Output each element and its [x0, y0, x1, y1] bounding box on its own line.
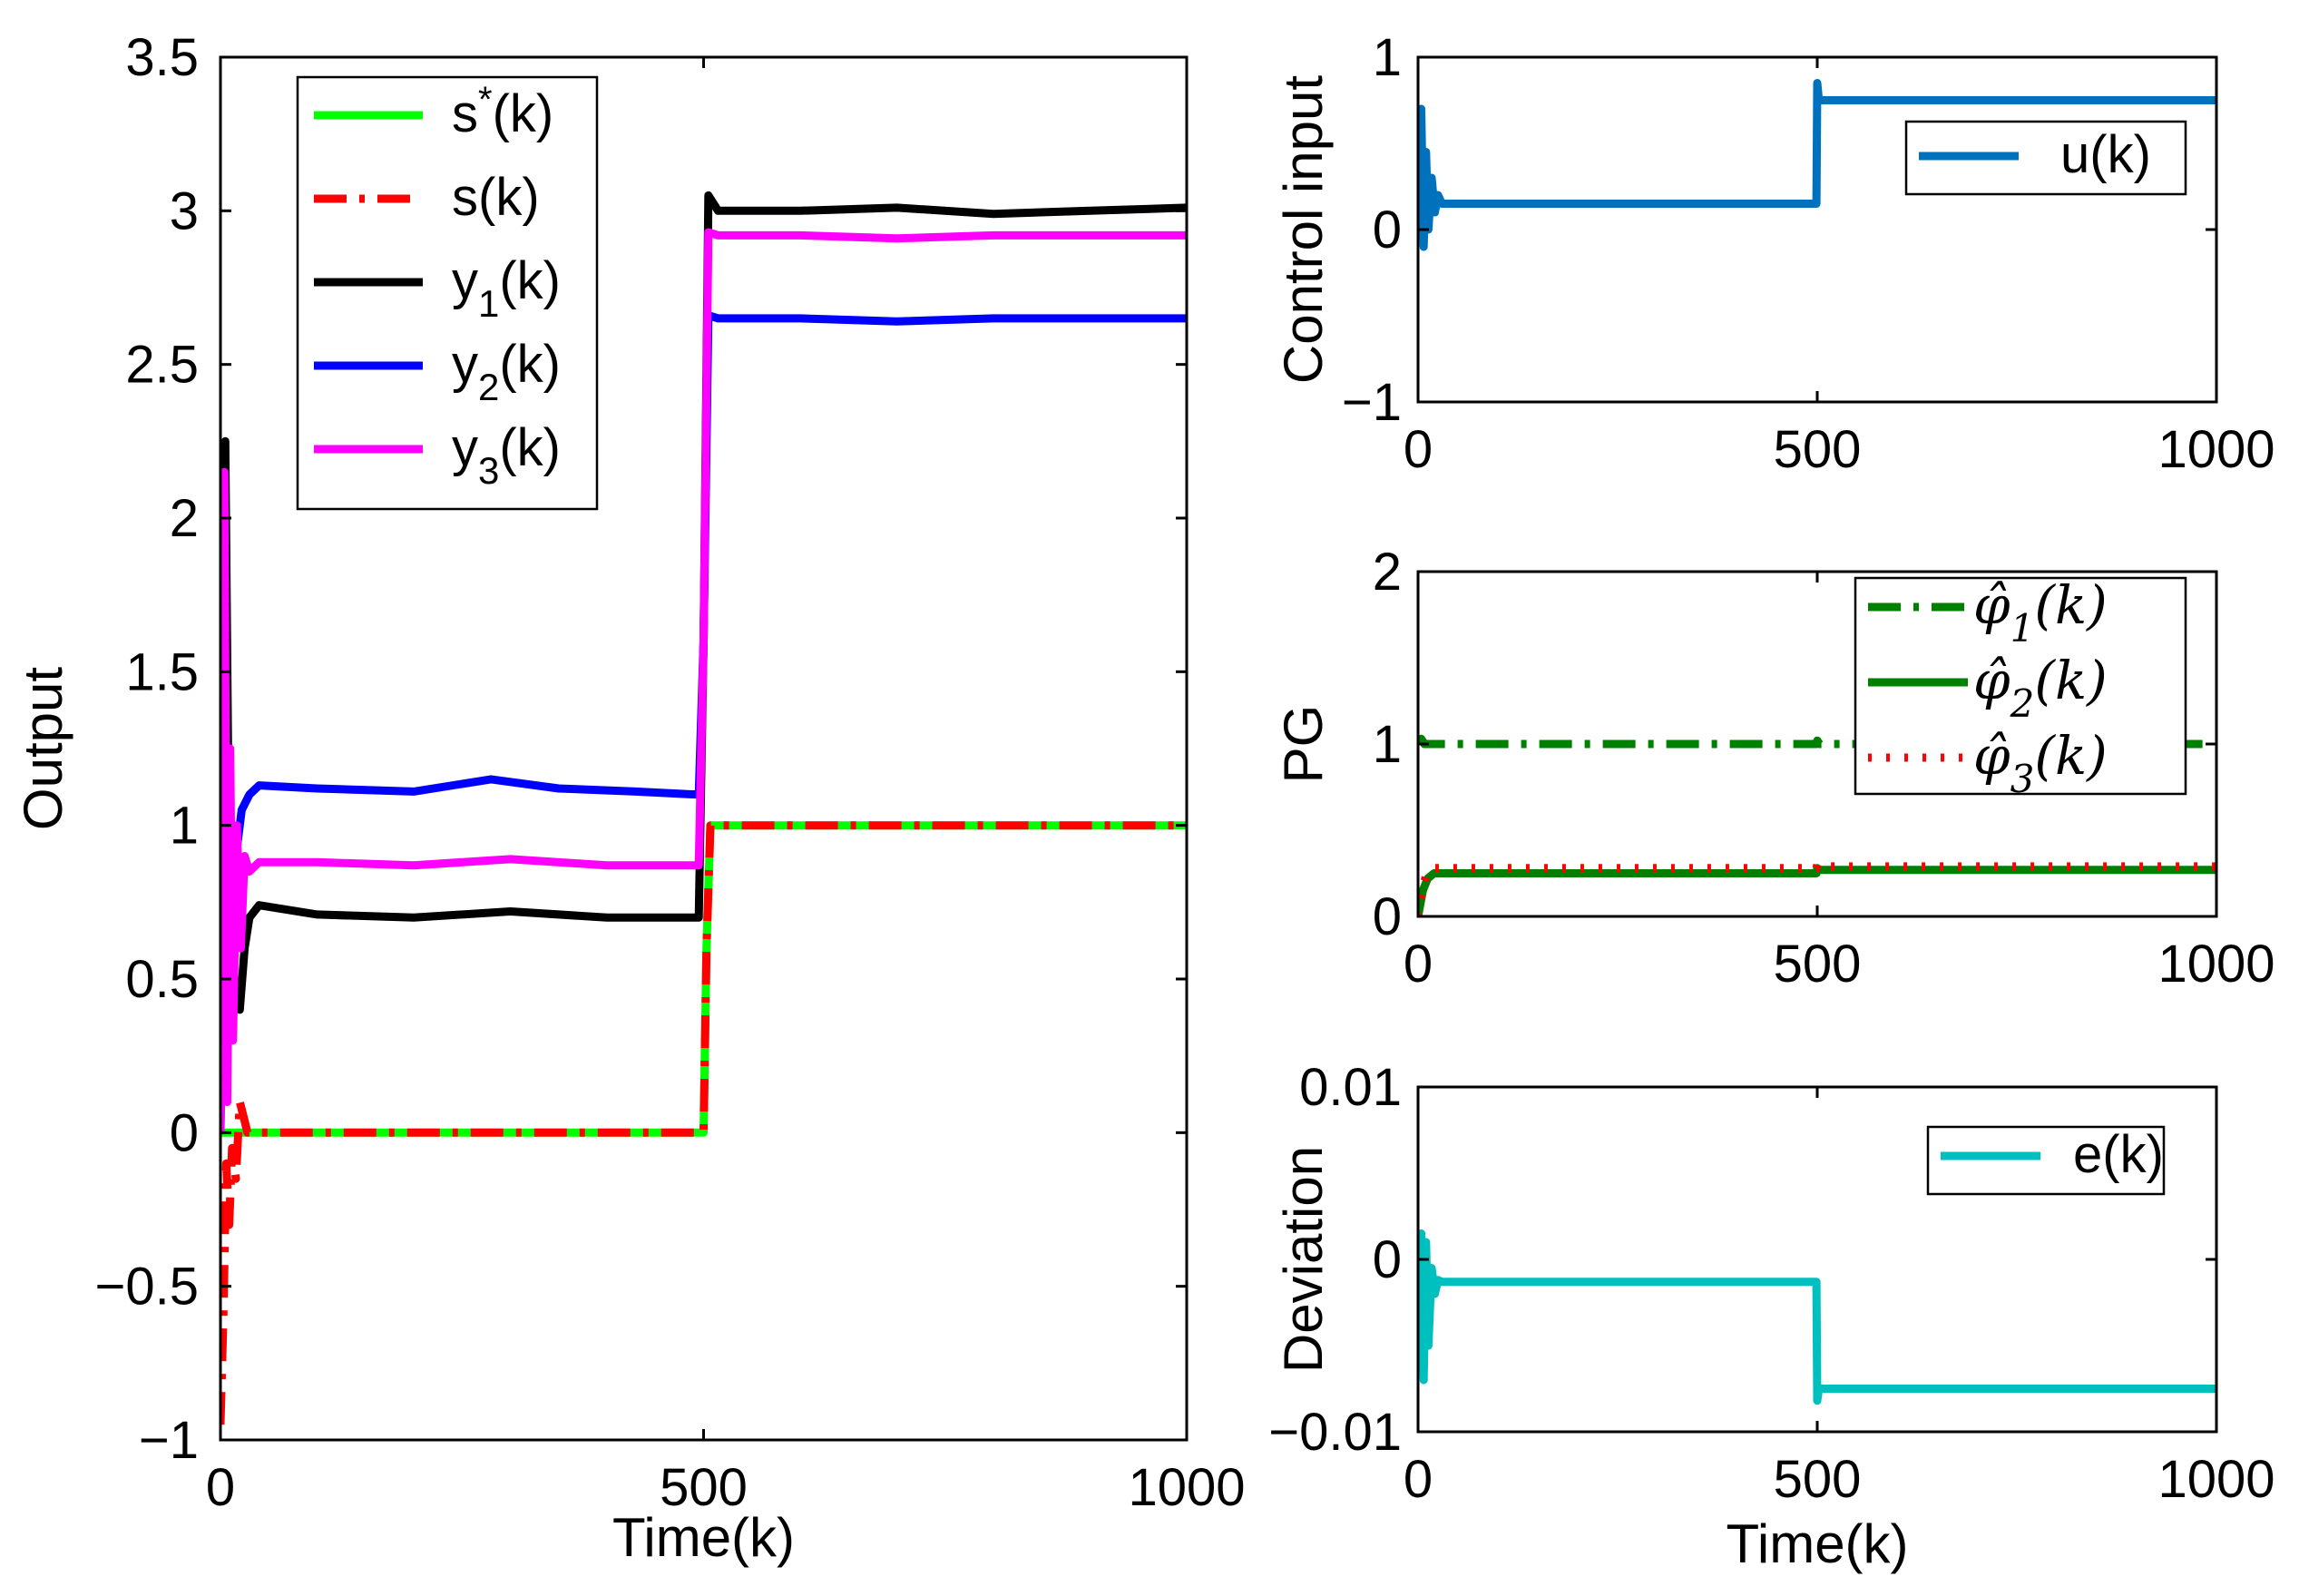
y-tick-label: 0: [1373, 887, 1402, 946]
x-tick-label: 0: [1404, 1450, 1433, 1509]
legend: φ̂1(k)φ̂2(k)φ̂3(k): [1854, 574, 2187, 801]
x-axis-label: Time(k): [1726, 1513, 1908, 1574]
y-tick-label: 1: [1373, 715, 1402, 774]
x-tick-label: 0: [1404, 420, 1433, 479]
x-tick-label: 500: [660, 1458, 748, 1517]
y-tick-label: 0.01: [1299, 1058, 1402, 1117]
series-phi1(k): [1418, 734, 2216, 749]
y-axis-label: Deviation: [1273, 1146, 1334, 1373]
legend: e(k): [1926, 1125, 2166, 1196]
y-tick-label: −0.5: [95, 1258, 200, 1317]
x-tick-label: 500: [1774, 1450, 1862, 1509]
legend-box: [296, 75, 599, 511]
legend: s*(k) s(k) y1(k) y2(k) y3(k): [296, 75, 599, 511]
y-tick-label: 2: [170, 489, 199, 548]
x-tick-label: 500: [1774, 935, 1862, 994]
y-tick-label: 2.5: [125, 336, 199, 395]
legend-label: y1(k): [452, 251, 561, 325]
y-tick-label: 3.5: [125, 28, 199, 87]
x-tick-label: 1000: [2157, 420, 2275, 479]
legend-label: e(k): [2073, 1125, 2164, 1184]
x-tick-label: 1000: [2157, 935, 2275, 994]
legend-label: φ̂3(k): [1973, 725, 2108, 801]
y-tick-label: 0: [1373, 1230, 1402, 1289]
x-tick-label: 1000: [1128, 1458, 1245, 1517]
y-axis-label: PG: [1273, 705, 1334, 784]
legend-label: u(k): [2060, 125, 2151, 184]
legend-label: φ̂2(k): [1973, 650, 2108, 726]
series-phi3(k): [1418, 860, 2216, 916]
legend-label: s(k): [452, 168, 540, 227]
series-s(k): [220, 821, 1187, 1425]
pg-chart: 0 500 1000 0 1 2 PG φ̂1(k)φ̂2(k)φ̂3(k): [1273, 543, 2275, 994]
x-axis-label: Time(k): [612, 1507, 795, 1568]
x-tick-label: 0: [206, 1458, 235, 1517]
y-tick-label: −1: [139, 1411, 199, 1470]
legend-label: y3(k): [452, 418, 561, 492]
legend-label: s*(k): [452, 80, 553, 143]
y-tick-label: 1: [170, 797, 199, 856]
legend-box: [1926, 1125, 2166, 1196]
outputs-chart: 0 500 1000 −1 −0.5 0 0.5 1 1.5 2 2.5 3 3.5 Output Time…: [13, 28, 1246, 1568]
y-tick-label: 0: [170, 1103, 199, 1162]
y-tick-label: 0: [1373, 201, 1402, 259]
legend-label: y2(k): [452, 335, 561, 408]
y-tick-label: −0.01: [1268, 1403, 1402, 1462]
series-u(k): [1418, 79, 2216, 251]
legend: u(k): [1904, 120, 2187, 196]
x-tick-label: 0: [1404, 935, 1433, 994]
y-tick-label: 1: [1373, 28, 1402, 87]
y-tick-label: 2: [1373, 543, 1402, 602]
series-y3(k): [220, 228, 1187, 1133]
y-axis-label: Control input: [1273, 75, 1334, 385]
y-axis-label: Output: [13, 667, 73, 830]
y-tick-label: −1: [1342, 373, 1402, 432]
series-e(k): [1418, 1229, 2216, 1405]
x-tick-label: 500: [1774, 420, 1862, 479]
y-tick-label: 3: [170, 181, 199, 240]
x-tick-label: 1000: [2157, 1450, 2275, 1509]
y-tick-label: 1.5: [125, 642, 199, 701]
y-tick-label: 0.5: [125, 950, 199, 1009]
legend-label: φ̂1(k): [1973, 574, 2108, 651]
